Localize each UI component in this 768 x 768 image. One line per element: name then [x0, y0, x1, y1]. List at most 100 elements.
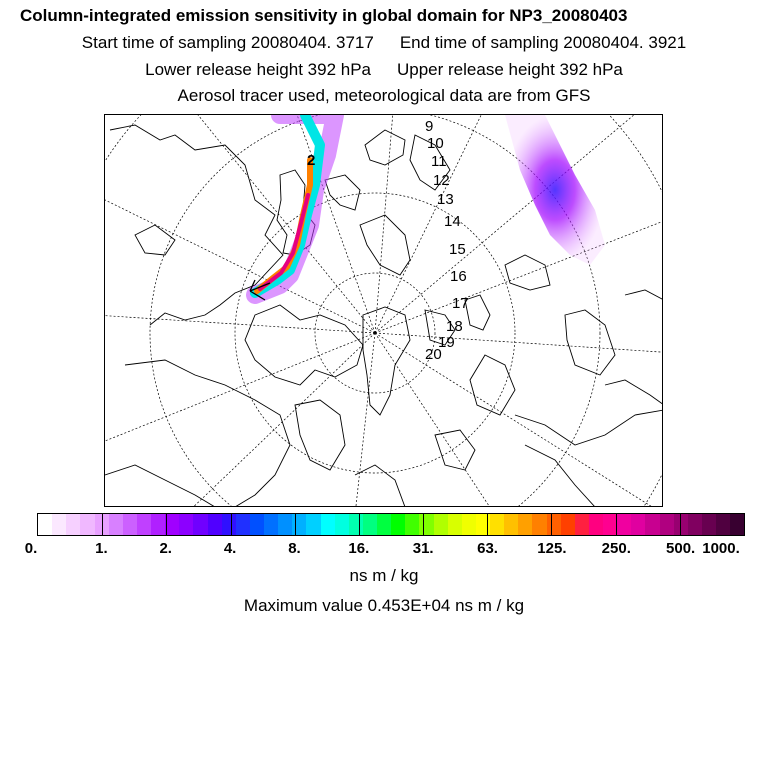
meridian [374, 332, 662, 353]
colorbar-divider [358, 514, 360, 535]
coastline-path [364, 129, 406, 166]
time-label: 10 [427, 135, 444, 152]
colorbar-segment [320, 514, 335, 535]
meridian [105, 199, 376, 334]
colorbar-tick-label: 125. [537, 540, 567, 557]
maximum-value-label: Maximum value 0.453E+04 ns m / kg [243, 596, 525, 615]
colorbar-tick-label: 2. [159, 540, 172, 557]
upper-release-label: Upper release height 392 hPa [397, 60, 623, 79]
time-label: 18 [446, 318, 463, 335]
time-label: 16 [450, 268, 467, 285]
time-label: 14 [444, 213, 461, 230]
colorbar-segment [348, 514, 363, 535]
colorbar-divider [294, 514, 296, 535]
colorbar-segment [66, 514, 81, 535]
colorbar-tick-labels: 0. 1. 2. 4. 8. 16. 31. 63. 125. 250. 500. 1000. [0, 540, 768, 560]
coastline-path [134, 224, 176, 256]
colorbar-segment [405, 514, 420, 535]
colorbar-tick-label: 63. [477, 540, 498, 557]
coastline-path [124, 359, 291, 506]
colorbar-divider [487, 514, 489, 535]
colorbar-segment [617, 514, 632, 535]
colorbar-segment [122, 514, 137, 535]
time-label: 12 [433, 172, 450, 189]
release-heights: Lower release height 392 hPa Upper releas… [0, 60, 768, 80]
end-time-label: End time of sampling 20080404. 3921 [399, 33, 687, 52]
colorbar-segment [136, 514, 151, 535]
colorbar-divider [230, 514, 232, 535]
colorbar-segment [179, 514, 194, 535]
colorbar-segment [461, 514, 476, 535]
coastlines [105, 124, 662, 506]
coastline-path [109, 124, 284, 326]
colorbar-segment [490, 514, 505, 535]
meridian [374, 115, 482, 334]
colorbar-divider [679, 514, 681, 535]
colorbar-segment [701, 514, 716, 535]
colorbar-segment [108, 514, 123, 535]
colorbar-segment [560, 514, 575, 535]
colorbar-segment [631, 514, 646, 535]
colorbar-segment [546, 514, 561, 535]
latitude-circles [105, 115, 662, 506]
map-canvas [105, 115, 662, 506]
colorbar-tick-label: 0. [24, 540, 38, 557]
colorbar-segment [249, 514, 264, 535]
coastline-path [424, 309, 456, 346]
colorbar-segment [306, 514, 321, 535]
time-label: 9 [425, 118, 434, 135]
time-label: 19 [438, 334, 455, 351]
coastline-path [362, 306, 411, 416]
coastline-path [464, 294, 491, 331]
colorbar-segment [377, 514, 392, 535]
colorbar-divider [102, 514, 104, 535]
chart-title: Column-integrated emission sensitivity i… [20, 6, 628, 25]
colorbar-tick-label: 31. [412, 540, 434, 557]
start-time-label: Start time of sampling 20080404. 3717 [81, 33, 374, 52]
colorbar-segment [80, 514, 95, 535]
coastline-path [469, 354, 516, 416]
colorbar-tick-label: 1000. [702, 540, 740, 557]
units-label: ns m / kg [349, 566, 419, 585]
colorbar-segment [38, 514, 53, 535]
colorbar-segment [504, 514, 519, 535]
coastline-path [324, 174, 361, 211]
time-label: 17 [452, 295, 469, 312]
time-label: 13 [437, 191, 454, 208]
colorbar-segment [574, 514, 589, 535]
colorbar-segment [235, 514, 250, 535]
release-point-marker [249, 279, 271, 301]
latitude-circle [149, 115, 601, 506]
colorbar-tick-label: 8. [288, 540, 301, 557]
colorbar-segment [391, 514, 406, 535]
time-label: 2 [307, 152, 316, 169]
colorbar-segment [447, 514, 462, 535]
meridian [374, 115, 394, 334]
meridian [105, 332, 376, 442]
meridian [374, 332, 652, 506]
colorbar-segment [221, 514, 236, 535]
coastline-path [294, 399, 346, 471]
coastline-path [604, 379, 662, 405]
coastline-path [354, 464, 406, 506]
colorbar-segment [292, 514, 307, 535]
colorbar-tick-label: 16. [348, 540, 370, 557]
emission-sensitivity-map: 2 9 10 11 12 13 14 15 16 17 18 19 20 [104, 114, 663, 507]
meridians [105, 115, 662, 506]
coastline-path [244, 304, 364, 386]
colorbar-segment [52, 514, 67, 535]
coastline-path [504, 254, 551, 291]
colorbar-segment [94, 514, 109, 535]
plume-edge [250, 115, 325, 298]
colorbar-segment [419, 514, 434, 535]
colorbar-segment [532, 514, 547, 535]
time-label: 15 [449, 241, 466, 258]
plume-core [258, 193, 310, 291]
colorbar [37, 513, 745, 536]
meridian [193, 332, 376, 506]
time-label: 11 [431, 153, 447, 170]
coastline-path [624, 289, 662, 300]
colorbar-segment [588, 514, 603, 535]
colorbar-tick-label: 500. [666, 540, 696, 557]
coastline-path [434, 429, 476, 471]
